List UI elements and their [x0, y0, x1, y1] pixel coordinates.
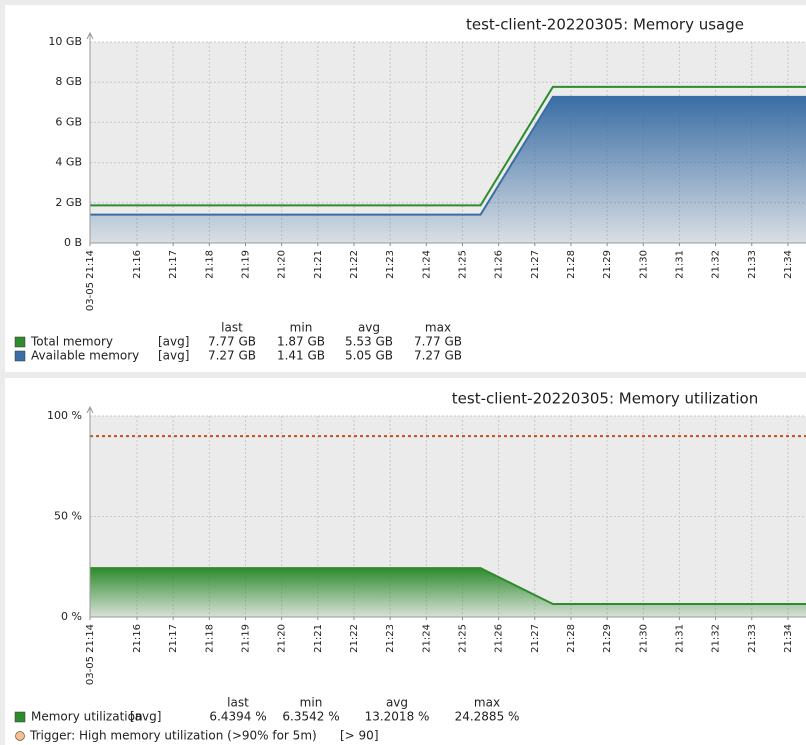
legend-stat: 6.4394 % — [209, 710, 266, 724]
x-tick-label: 21:20 — [277, 624, 288, 653]
legend-header: min — [300, 696, 323, 710]
x-tick-label: 21:24 — [421, 624, 432, 653]
x-tick-label: 21:18 — [204, 624, 215, 653]
x-tick-label: 21:30 — [638, 624, 649, 653]
x-tick-label: 21:31 — [674, 250, 685, 279]
legend-stat: 1.87 GB — [277, 335, 325, 349]
legend-swatch — [14, 350, 26, 362]
series-line — [90, 85, 806, 207]
axis-arrow — [86, 31, 94, 40]
x-tick-label: 21:33 — [747, 250, 758, 279]
legend-stat: 5.05 GB — [345, 349, 393, 363]
y-tick-label: 0 B — [64, 236, 82, 249]
x-tick-label: 21:34 — [783, 250, 794, 279]
x-tick-label: 21:22 — [349, 250, 360, 279]
legend-func: [avg] — [158, 335, 189, 349]
legend-stat: 5.53 GB — [345, 335, 393, 349]
x-tick-label: 21:27 — [530, 250, 541, 279]
legend-func: [avg] — [158, 349, 189, 363]
x-tick-label: 21:25 — [457, 250, 468, 279]
x-tick-label: 21:30 — [638, 250, 649, 279]
x-tick-label: 21:16 — [132, 624, 143, 653]
x-tick-label: 21:25 — [457, 624, 468, 653]
x-tick-label: 21:17 — [168, 624, 179, 653]
legend-name: Available memory — [31, 349, 139, 363]
x-tick-label: 21:29 — [602, 250, 613, 279]
legend-stat: 24.2885 % — [455, 710, 520, 724]
y-tick-label: 6 GB — [55, 115, 82, 128]
x-tick-label: 21:29 — [602, 624, 613, 653]
x-tick-label: 21:23 — [385, 250, 396, 279]
x-tick-label: 21:32 — [711, 250, 722, 279]
legend-header: avg — [386, 696, 408, 710]
legend-stat: 7.77 GB — [414, 335, 462, 349]
x-tick-label: 03-05 21:14 — [85, 624, 96, 685]
trigger-marker — [15, 731, 25, 741]
y-tick-label: 0 % — [61, 610, 82, 623]
legend-header: max — [425, 321, 451, 335]
legend-stat: 13.2018 % — [365, 710, 430, 724]
x-tick-label: 21:26 — [494, 250, 505, 279]
x-tick-label: 21:21 — [313, 624, 324, 653]
legend-header: avg — [358, 321, 380, 335]
y-tick-label: 2 GB — [55, 196, 82, 209]
x-tick-label: 21:32 — [711, 624, 722, 653]
legend-header: min — [290, 321, 313, 335]
y-tick-label: 100 % — [47, 409, 82, 422]
x-tick-label: 21:31 — [674, 624, 685, 653]
x-tick-label: 21:18 — [204, 250, 215, 279]
y-tick-label: 4 GB — [55, 156, 82, 169]
legend-func: [avg] — [130, 710, 161, 724]
legend-stat: 7.27 GB — [414, 349, 462, 363]
legend-stat: 6.3542 % — [282, 710, 339, 724]
axis-arrow — [86, 405, 94, 414]
x-tick-label: 21:34 — [783, 624, 794, 653]
legend-header: last — [227, 696, 249, 710]
x-tick-label: 21:19 — [240, 624, 251, 653]
legend-stat: 7.77 GB — [208, 335, 256, 349]
x-tick-label: 21:33 — [747, 624, 758, 653]
x-tick-label: 21:28 — [566, 250, 577, 279]
x-tick-label: 21:28 — [566, 624, 577, 653]
legend-swatch — [14, 336, 26, 348]
x-tick-label: 21:26 — [494, 624, 505, 653]
legend-header: max — [474, 696, 500, 710]
x-tick-label: 21:20 — [277, 250, 288, 279]
chart-title: test-client-20220305: Memory utilization — [452, 390, 758, 408]
x-tick-label: 21:23 — [385, 624, 396, 653]
legend-header: last — [221, 321, 243, 335]
series-area — [90, 96, 806, 243]
x-tick-label: 21:16 — [132, 250, 143, 279]
x-tick-label: 21:21 — [313, 250, 324, 279]
x-tick-label: 03-05 21:14 — [85, 250, 96, 311]
trigger-condition: [> 90] — [340, 729, 379, 743]
legend-stat: 1.41 GB — [277, 349, 325, 363]
legend-name: Total memory — [30, 335, 113, 349]
x-tick-label: 21:27 — [530, 624, 541, 653]
series-line — [90, 567, 806, 606]
x-tick-label: 21:17 — [168, 250, 179, 279]
y-tick-label: 10 GB — [48, 35, 82, 48]
chart-title: test-client-20220305: Memory usage — [466, 16, 744, 34]
x-tick-label: 21:22 — [349, 624, 360, 653]
trigger-name: Trigger: High memory utilization (>90% f… — [29, 729, 317, 743]
legend-swatch — [14, 711, 26, 723]
series-line — [90, 95, 806, 216]
y-tick-label: 8 GB — [55, 75, 82, 88]
x-tick-label: 21:24 — [421, 250, 432, 279]
legend-name: Memory utilization — [31, 710, 143, 724]
x-tick-label: 21:19 — [240, 250, 251, 279]
y-tick-label: 50 % — [54, 510, 82, 523]
legend-stat: 7.27 GB — [208, 349, 256, 363]
